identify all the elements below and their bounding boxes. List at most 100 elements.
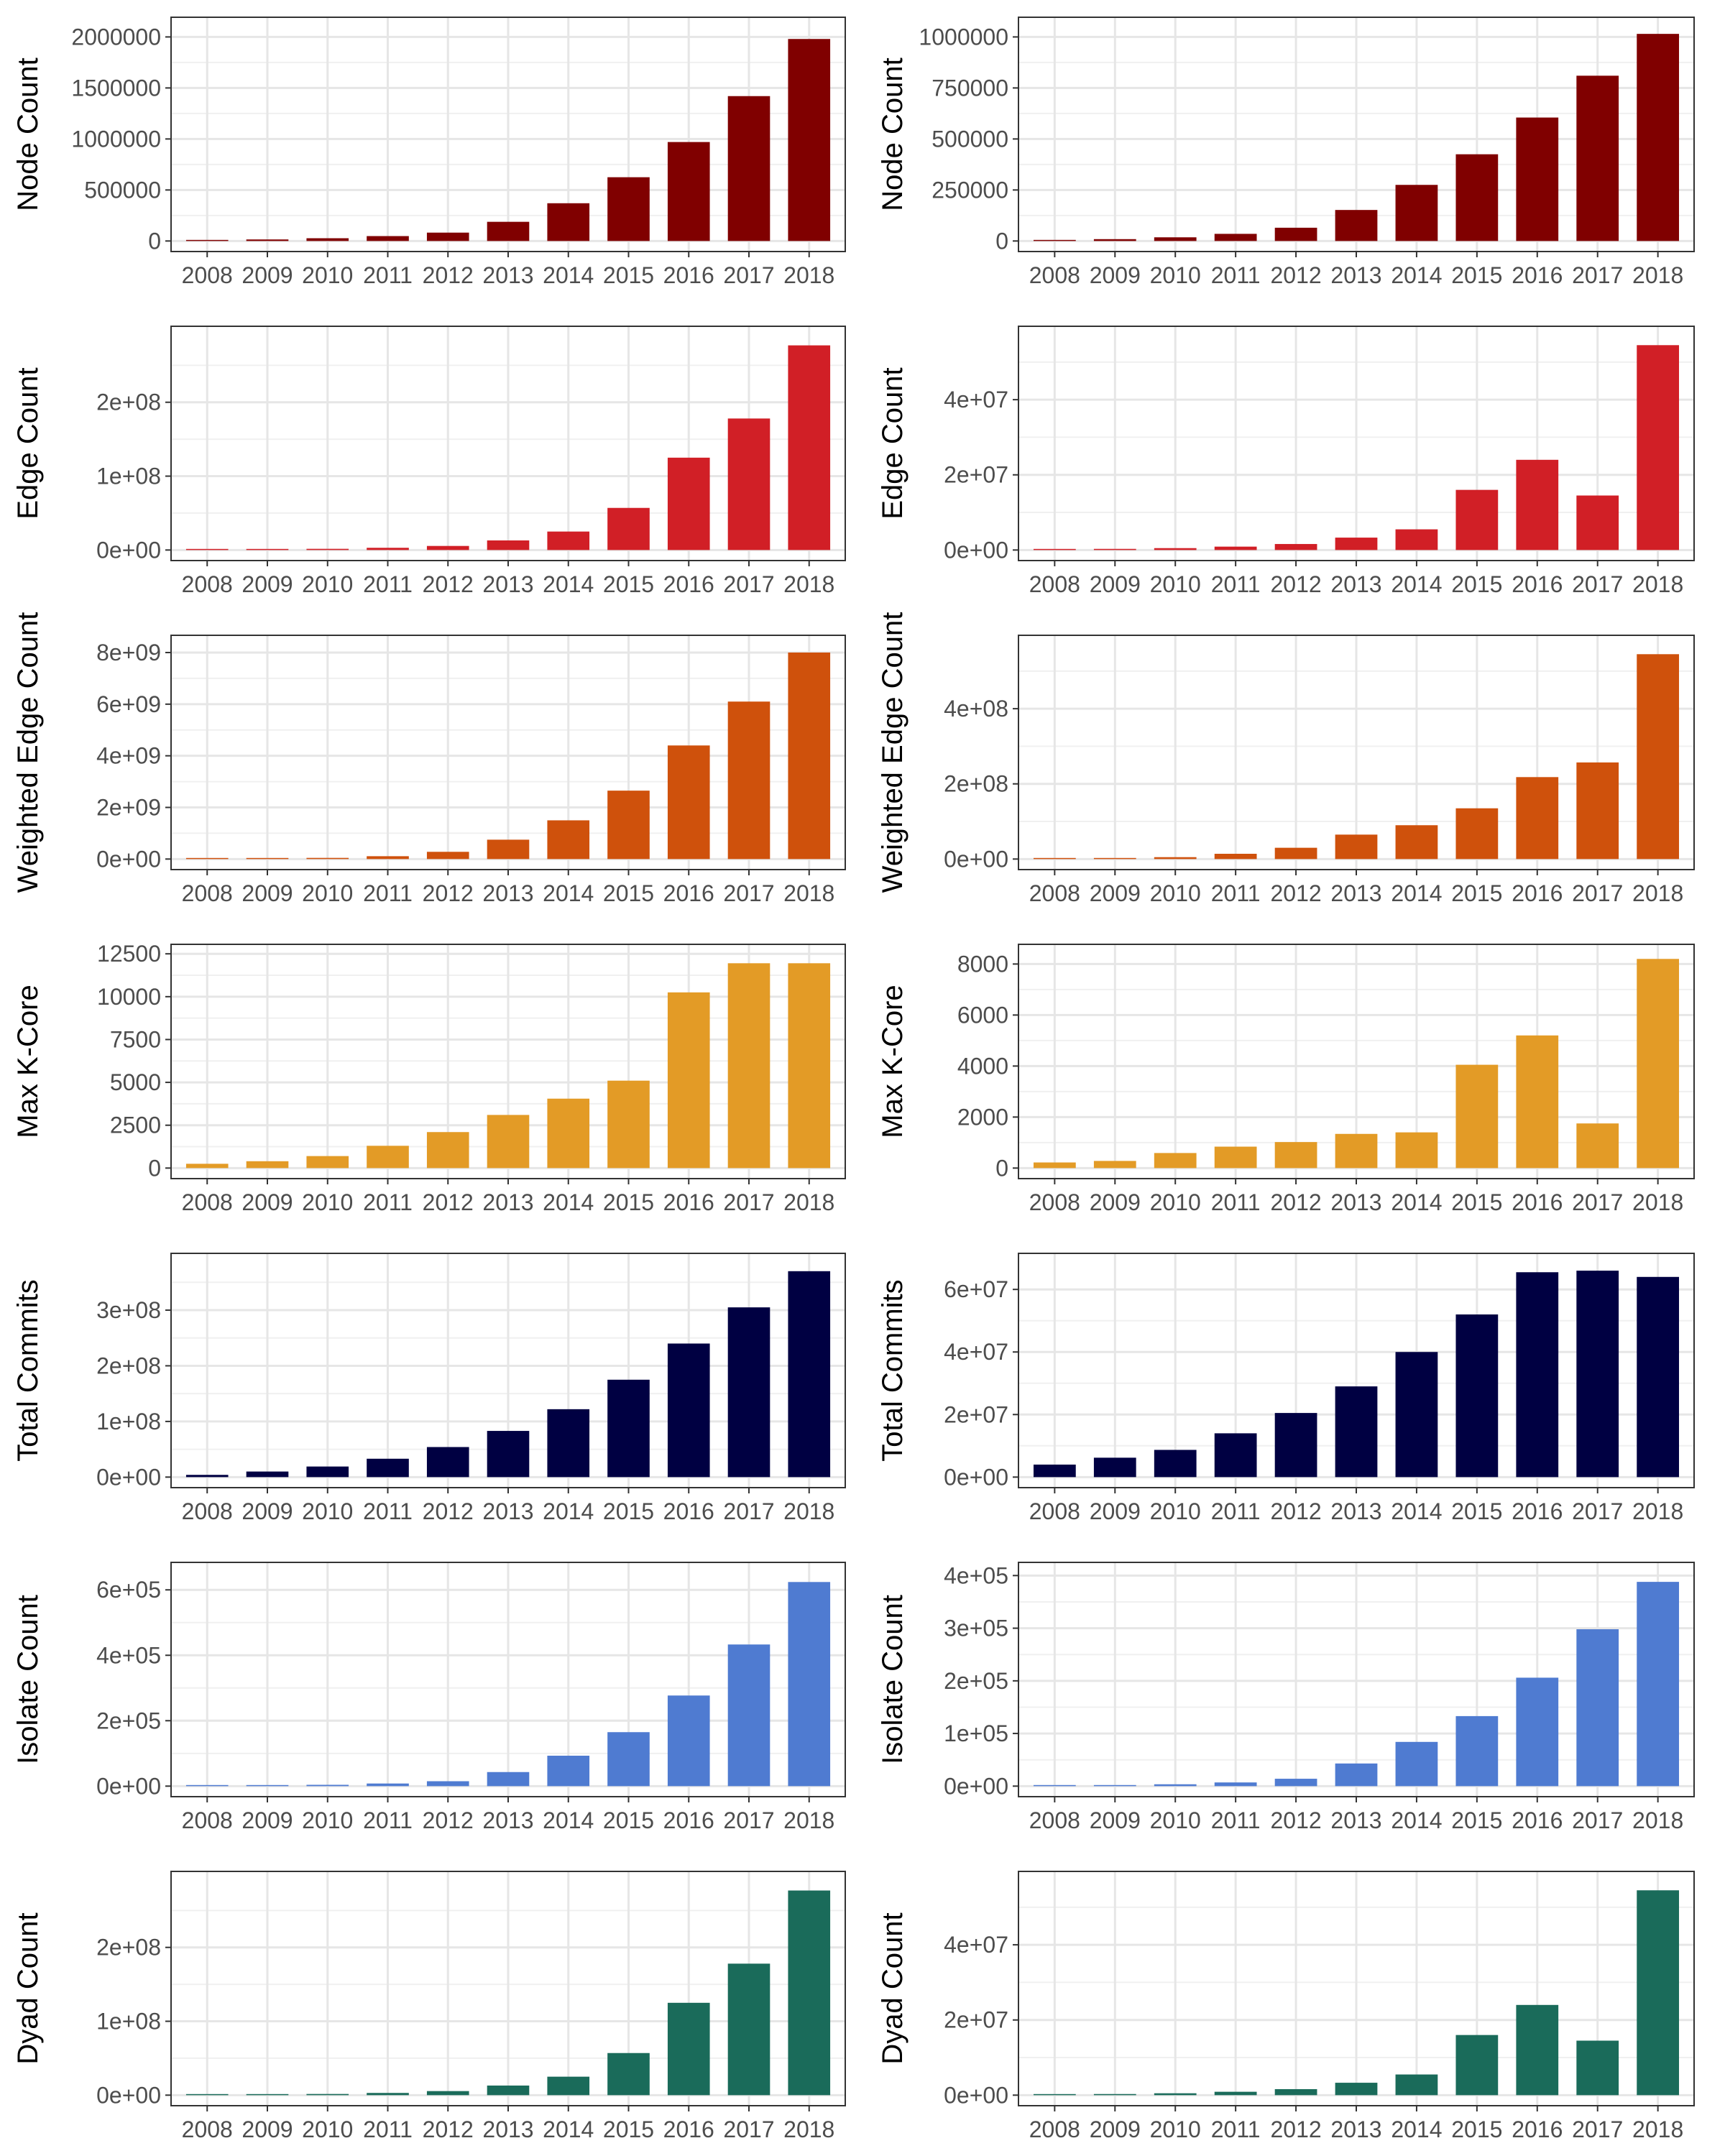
x-tick-label: 2017 xyxy=(723,880,774,906)
bar-2015 xyxy=(1455,154,1499,241)
bar-2013 xyxy=(487,540,530,550)
x-tick-label: 2011 xyxy=(363,1807,413,1833)
bar-2010 xyxy=(1154,1784,1197,1787)
bar-2017 xyxy=(1576,495,1619,550)
x-tick-label: 2012 xyxy=(1270,2116,1321,2142)
bar-2018 xyxy=(788,1582,831,1787)
x-tick-label: 2008 xyxy=(1029,2116,1080,2142)
x-tick-label: 2010 xyxy=(302,571,353,597)
chart-panel-12: 0e+00 1e+05 2e+05 3e+05 4e+05 2008 2009 2010 201… xyxy=(877,1562,1695,1833)
bar-2009 xyxy=(246,1161,289,1169)
y-tick-label: 2e+08 xyxy=(96,1935,161,1961)
y-axis-title: Total Commits xyxy=(12,1279,44,1461)
bar-2011 xyxy=(1214,1433,1257,1478)
x-tick-label: 2016 xyxy=(1512,571,1563,597)
x-tick-label: 2013 xyxy=(482,1807,533,1833)
y-axis-title: Edge Count xyxy=(12,367,44,519)
bar-2009 xyxy=(1093,857,1136,860)
bar-2012 xyxy=(1274,2088,1317,2096)
bar-2016 xyxy=(1516,2004,1559,2096)
x-tick-label: 2008 xyxy=(1029,1807,1080,1833)
x-tick-label: 2013 xyxy=(1330,880,1381,906)
chart-panel-5: 0e+00 2e+09 4e+09 6e+09 8e+09 2008 2009 2010 201… xyxy=(12,612,846,906)
x-tick-label: 2015 xyxy=(603,1498,654,1524)
y-tick-label: 5000 xyxy=(110,1069,161,1095)
bar-2010 xyxy=(1154,2093,1197,2096)
x-tick-label: 2009 xyxy=(1090,1498,1141,1524)
bar-2011 xyxy=(367,1783,409,1787)
y-tick-label: 0e+00 xyxy=(944,846,1008,872)
x-tick-label: 2016 xyxy=(663,1807,714,1833)
y-axis-title: Node Count xyxy=(877,57,908,211)
bar-2015 xyxy=(1455,2035,1499,2096)
bar-2010 xyxy=(1154,237,1197,241)
y-tick-label: 3e+08 xyxy=(96,1297,161,1323)
bar-2010 xyxy=(1154,548,1197,550)
y-tick-label: 0e+00 xyxy=(96,846,161,872)
bar-2008 xyxy=(185,239,229,241)
bar-2014 xyxy=(1395,529,1438,550)
bar-2013 xyxy=(487,1772,530,1787)
y-axis-title: Max K-Core xyxy=(12,985,44,1138)
x-tick-label: 2012 xyxy=(1270,262,1321,288)
x-tick-label: 2009 xyxy=(1090,2116,1141,2142)
y-tick-label: 750000 xyxy=(932,75,1008,101)
y-tick-label: 2e+05 xyxy=(96,1708,161,1733)
bar-2018 xyxy=(1637,1582,1680,1787)
bar-2013 xyxy=(1335,2083,1378,2096)
bar-2017 xyxy=(1576,1271,1619,1478)
x-tick-label: 2010 xyxy=(1150,1498,1201,1524)
y-tick-label: 7500 xyxy=(110,1026,161,1052)
x-tick-label: 2013 xyxy=(1330,1498,1381,1524)
x-tick-label: 2014 xyxy=(543,880,594,906)
x-tick-label: 2009 xyxy=(242,571,293,597)
y-tick-label: 1000000 xyxy=(919,24,1008,50)
bar-2009 xyxy=(246,1471,289,1478)
x-tick-label: 2010 xyxy=(302,880,353,906)
y-tick-label: 2000 xyxy=(957,1104,1008,1130)
bar-2009 xyxy=(1093,239,1136,241)
x-tick-label: 2009 xyxy=(1090,571,1141,597)
y-axis-title: Weighted Edge Count xyxy=(12,612,44,893)
bar-2011 xyxy=(367,548,409,550)
x-tick-label: 2013 xyxy=(482,880,533,906)
x-tick-label: 2008 xyxy=(182,2116,233,2142)
x-tick-label: 2018 xyxy=(783,262,834,288)
chart-panel-6: 0e+00 2e+08 4e+08 2008 2009 2010 2011 2012 2013 2… xyxy=(877,612,1695,906)
y-axis-title: Dyad Count xyxy=(12,1912,44,2064)
bar-2018 xyxy=(788,39,831,241)
x-tick-label: 2008 xyxy=(1029,1189,1080,1215)
y-axis-title: Isolate Count xyxy=(12,1595,44,1764)
x-tick-label: 2013 xyxy=(1330,2116,1381,2142)
bar-2012 xyxy=(1274,1142,1317,1169)
x-tick-label: 2011 xyxy=(1211,262,1261,288)
bar-2014 xyxy=(1395,1352,1438,1478)
bar-2009 xyxy=(1093,1784,1136,1787)
bar-2012 xyxy=(426,2091,469,2096)
x-tick-label: 2018 xyxy=(1632,262,1683,288)
bar-2013 xyxy=(1335,538,1378,550)
x-tick-label: 2014 xyxy=(543,1498,594,1524)
bar-2012 xyxy=(1274,543,1317,550)
y-tick-label: 2e+09 xyxy=(96,794,161,820)
x-tick-label: 2012 xyxy=(423,1189,474,1215)
x-tick-label: 2011 xyxy=(363,1498,413,1524)
x-tick-label: 2016 xyxy=(663,880,714,906)
x-tick-label: 2012 xyxy=(1270,571,1321,597)
y-tick-label: 4e+08 xyxy=(944,696,1008,722)
bar-2010 xyxy=(306,857,349,860)
bar-2013 xyxy=(487,221,530,241)
bar-2014 xyxy=(547,2076,590,2096)
bar-2014 xyxy=(547,531,590,550)
x-tick-label: 2008 xyxy=(1029,880,1080,906)
bar-2014 xyxy=(547,203,590,241)
x-tick-label: 2009 xyxy=(242,2116,293,2142)
y-axis-title: Weighted Edge Count xyxy=(877,612,908,893)
y-tick-label: 2e+07 xyxy=(944,462,1008,488)
x-tick-label: 2018 xyxy=(1632,1189,1683,1215)
x-tick-label: 2017 xyxy=(1572,880,1623,906)
x-tick-label: 2011 xyxy=(1211,1807,1261,1833)
x-tick-label: 2017 xyxy=(723,1498,774,1524)
x-tick-label: 2011 xyxy=(1211,880,1261,906)
x-tick-label: 2012 xyxy=(1270,880,1321,906)
